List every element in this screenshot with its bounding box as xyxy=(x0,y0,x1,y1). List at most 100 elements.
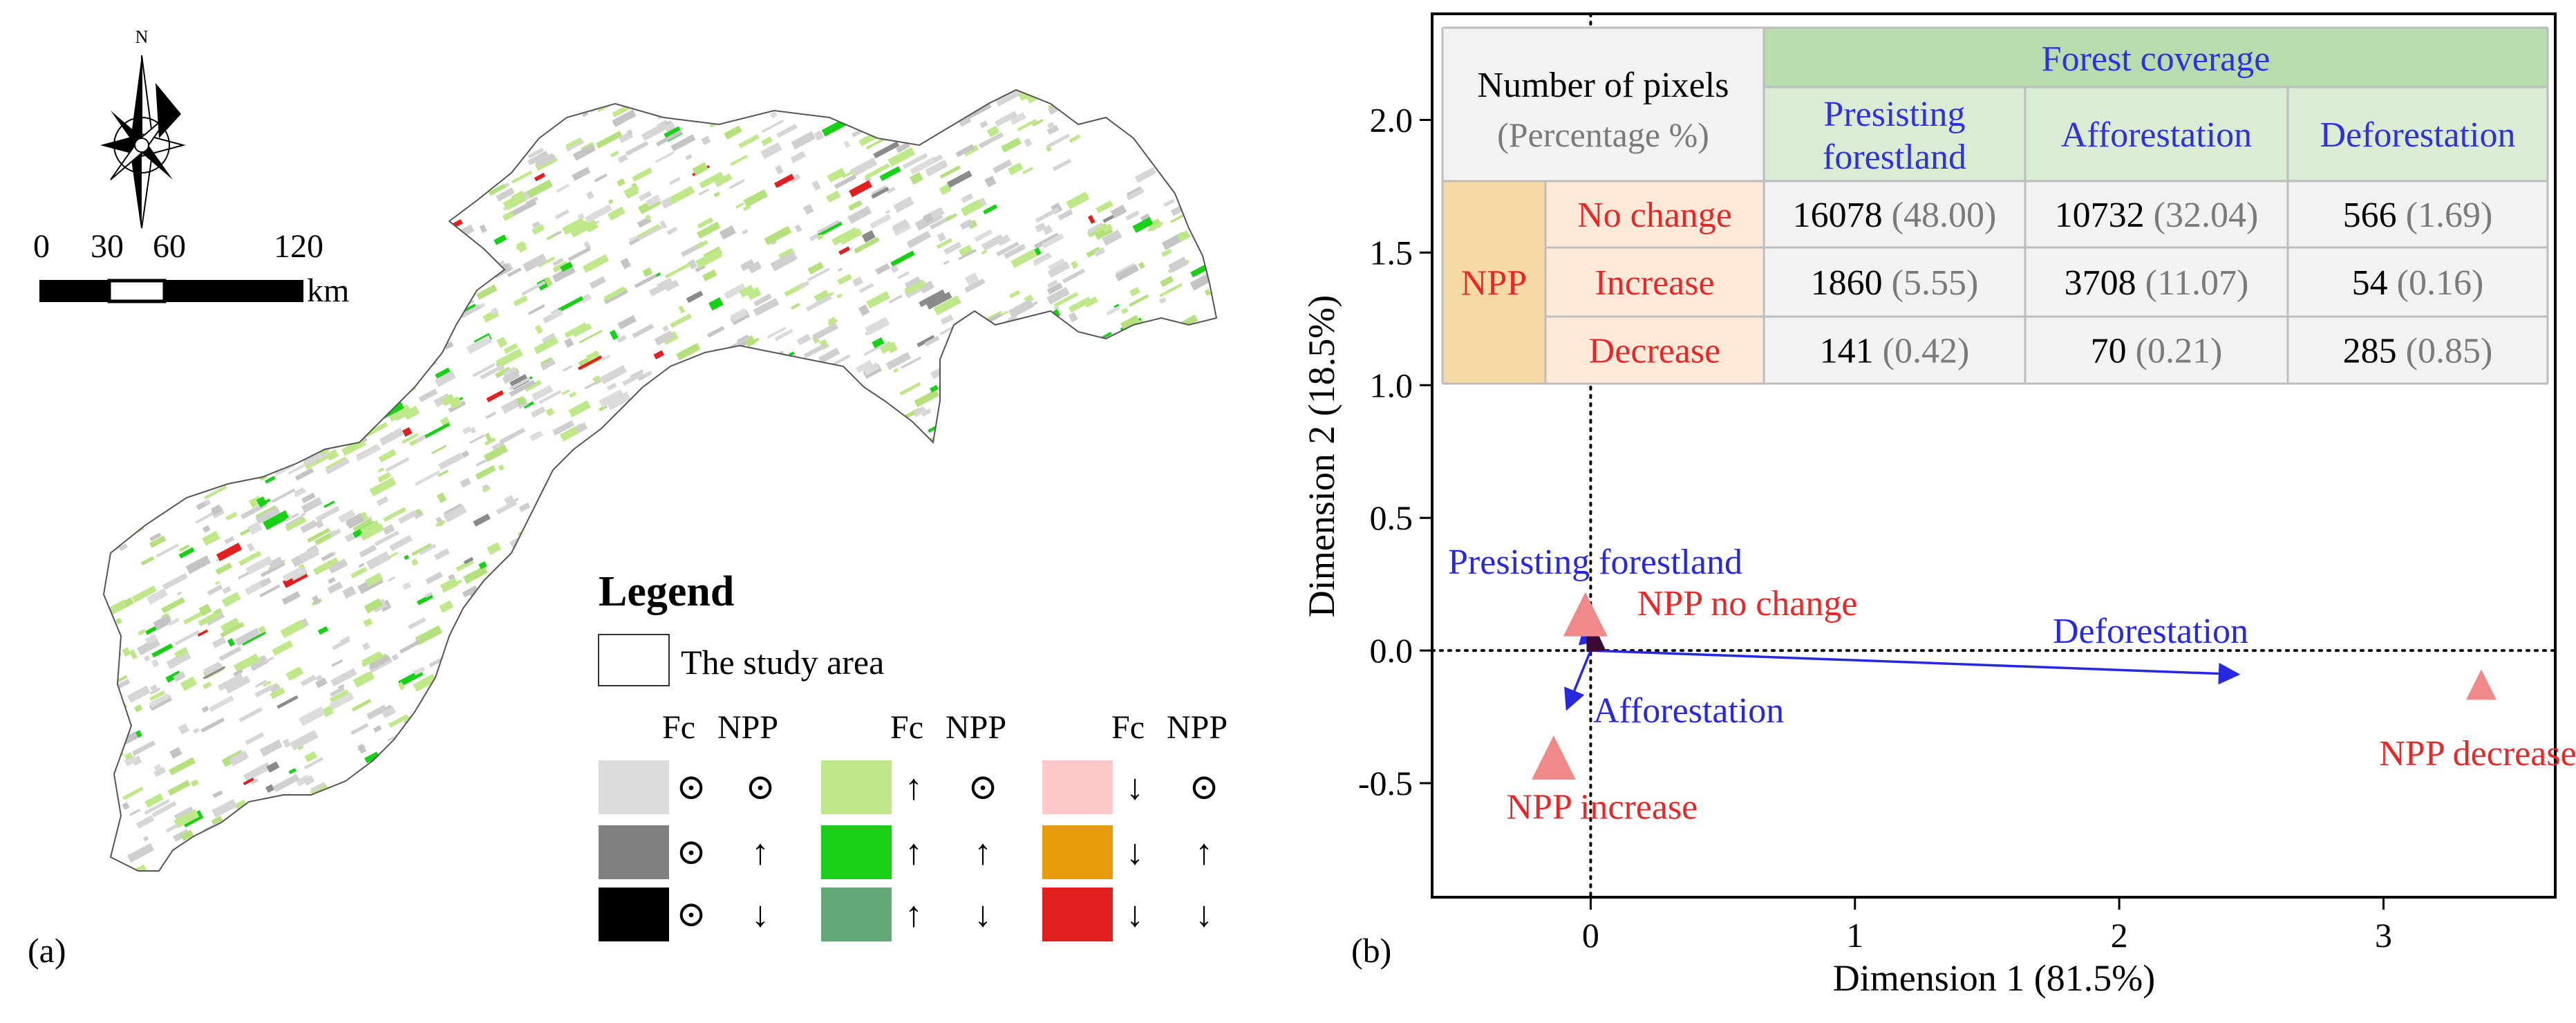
y-axis-label: Dimension 2 (18.5%) xyxy=(1301,295,1342,617)
table-cell-r1-c2: 10732 (32.04) xyxy=(2055,196,2259,235)
legend-npp-symbol-4: ⊙ xyxy=(968,768,998,807)
table-body xyxy=(1764,181,2548,384)
scale-tick-60: 60 xyxy=(153,228,186,265)
study-area-label: The study area xyxy=(681,643,884,682)
table-cell-r1-c1: 16078 (48.00) xyxy=(1793,196,1997,235)
legend-header-fc-2: Fc xyxy=(890,709,923,746)
map-legend: Legend The study area Fc NPP Fc NPP Fc N… xyxy=(598,568,1228,941)
legend-fc-symbol-1: ⊙ xyxy=(676,768,706,807)
table-cell-r3-c1: 141 (0.42) xyxy=(1820,332,1970,371)
column-arrow-label-2: Afforestation xyxy=(1593,691,1784,731)
row-point-1 xyxy=(1563,592,1608,637)
x-tick-label-1: 1 xyxy=(1846,916,1863,955)
correspondence-analysis-chart: 0 1 2 3 -0.5 0.0 0.5 1.0 1.5 2.0 Presisting fores… xyxy=(1301,12,2576,999)
x-axis-label: Dimension 1 (81.5%) xyxy=(1833,957,2155,999)
y-tick-label-2: 0.5 xyxy=(1370,498,1413,537)
table-row-group-text: NPP xyxy=(1461,264,1527,303)
table-group-header xyxy=(1764,28,2548,87)
table-row-headers xyxy=(1545,181,1764,384)
x-tick-label-2: 2 xyxy=(2111,916,2128,955)
y-tick-label-5: 2.0 xyxy=(1370,101,1413,140)
panel-a-label: (a) xyxy=(28,931,66,970)
legend-npp-symbol-7: ⊙ xyxy=(1189,768,1219,807)
legend-header-npp-3: NPP xyxy=(1167,709,1228,746)
legend-fc-symbol-3: ⊙ xyxy=(676,895,706,935)
legend-swatch-2 xyxy=(599,825,669,879)
table-col-header-1-line2: forestland xyxy=(1823,138,1966,177)
table-row-label-1: No change xyxy=(1577,196,1732,235)
north-arrow-icon: N xyxy=(100,27,186,229)
scale-tick-30: 30 xyxy=(91,228,124,265)
table-row-group xyxy=(1442,181,1545,384)
study-area-swatch xyxy=(598,634,670,686)
legend-swatch-4 xyxy=(821,760,892,814)
legend-npp-symbol-8: ↑ xyxy=(1195,833,1213,872)
legend-fc-symbol-8: ↓ xyxy=(1126,833,1144,872)
table-cell-r2-c1: 1860 (5.55) xyxy=(1811,263,1979,303)
legend-fc-symbol-6: ↑ xyxy=(905,895,923,935)
north-label: N xyxy=(135,27,149,47)
y-tick-label-1: 0.0 xyxy=(1370,631,1413,670)
table-group-header-text: Forest coverage xyxy=(2042,39,2271,79)
legend-header-npp-1: NPP xyxy=(717,709,778,746)
legend-swatch-3 xyxy=(599,888,669,941)
row-point-label-1: NPP no change xyxy=(1637,584,1858,623)
legend-fc-symbol-9: ↓ xyxy=(1126,895,1144,935)
legend-header-npp-2: NPP xyxy=(946,709,1006,746)
column-arrow-2 xyxy=(1564,650,1592,711)
legend-title: Legend xyxy=(599,568,734,615)
table-row-label-2: Increase xyxy=(1595,263,1714,303)
legend-npp-symbol-9: ↓ xyxy=(1195,895,1213,935)
row-point-2 xyxy=(1531,735,1576,780)
row-point-label-3: NPP decrease xyxy=(2379,734,2576,773)
legend-swatch-5 xyxy=(821,825,892,879)
x-tick-label-0: 0 xyxy=(1582,916,1599,955)
legend-swatch-8 xyxy=(1042,825,1113,879)
legend-header-fc-1: Fc xyxy=(662,709,695,746)
table-corner-line2: (Percentage %) xyxy=(1497,115,1709,154)
scale-bar: 0 30 60 120 km xyxy=(33,228,349,309)
column-arrow-label-3: Deforestation xyxy=(2053,612,2248,651)
legend-npp-symbol-1: ⊙ xyxy=(745,768,775,807)
legend-fc-symbol-7: ↓ xyxy=(1126,768,1144,807)
scale-unit: km xyxy=(307,272,349,309)
row-point-3 xyxy=(2465,669,2497,700)
legend-npp-symbol-2: ↑ xyxy=(751,833,769,872)
table-col-header-3: Deforestation xyxy=(2320,115,2515,155)
y-tick-label-3: 1.0 xyxy=(1370,366,1413,404)
legend-swatch-6 xyxy=(821,888,892,941)
legend-npp-symbol-5: ↑ xyxy=(974,833,992,872)
table-cell-r3-c2: 70 (0.21) xyxy=(2091,332,2223,371)
table-cell-r1-c3: 566 (1.69) xyxy=(2343,196,2493,235)
table-cell-r3-c3: 285 (0.85) xyxy=(2343,332,2493,371)
legend-swatch-1 xyxy=(599,760,669,814)
table-cell-r2-c3: 54 (0.16) xyxy=(2352,263,2484,303)
x-tick-label-3: 3 xyxy=(2375,916,2392,955)
study-area-outline xyxy=(102,88,1218,872)
legend-swatch-7 xyxy=(1042,760,1113,814)
table-row-label-3: Decrease xyxy=(1589,332,1721,371)
panel-b-label: (b) xyxy=(1351,931,1391,970)
legend-npp-symbol-3: ↓ xyxy=(751,895,769,935)
plot-frame xyxy=(1431,12,2557,899)
scale-tick-0: 0 xyxy=(33,228,50,265)
table-corner-line1: Number of pixels xyxy=(1478,66,1729,105)
legend-fc-symbol-4: ↑ xyxy=(905,768,923,807)
legend-fc-symbol-5: ↑ xyxy=(905,833,923,872)
table-col-header-2: Afforestation xyxy=(2061,115,2252,155)
legend-swatch-9 xyxy=(1042,888,1113,941)
y-tick-label-0: -0.5 xyxy=(1358,764,1413,803)
legend-npp-symbol-6: ↓ xyxy=(974,895,992,935)
column-arrow-label-1: Presisting forestland xyxy=(1448,543,1742,582)
column-arrow-3 xyxy=(1590,649,2241,685)
scale-tick-120: 120 xyxy=(274,228,323,265)
table-col-headers xyxy=(1764,87,2548,181)
legend-header-fc-3: Fc xyxy=(1111,709,1145,746)
table-col-header-1-line1: Presisting xyxy=(1823,95,1965,134)
row-point-label-2: NPP increase xyxy=(1506,787,1698,827)
y-tick-label-4: 1.5 xyxy=(1370,233,1413,272)
table-corner-cell xyxy=(1442,28,1764,181)
table-cell-r2-c2: 3708 (11.07) xyxy=(2065,263,2249,303)
legend-fc-symbol-2: ⊙ xyxy=(676,833,706,872)
